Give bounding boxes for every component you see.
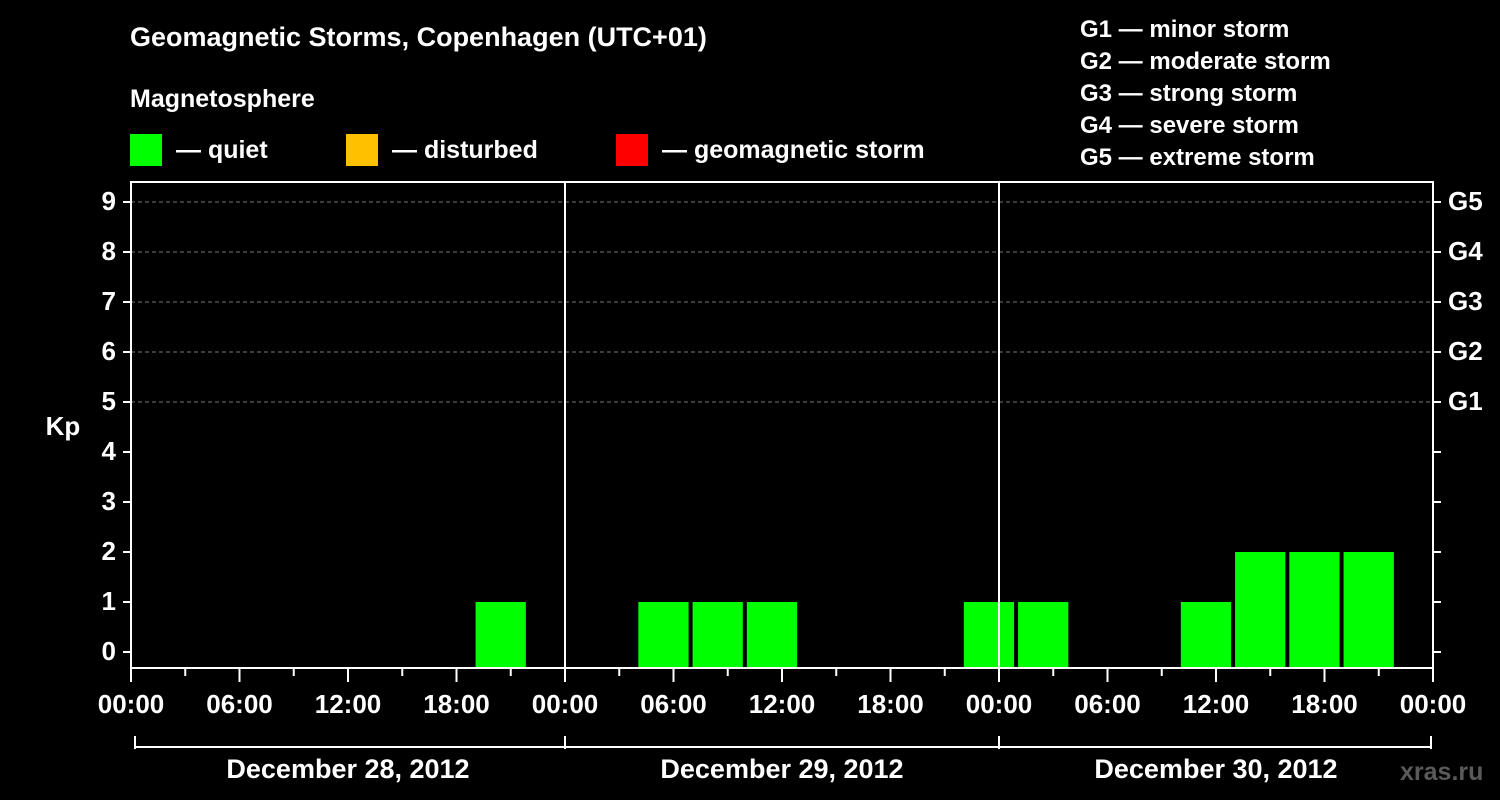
legend-swatch-storm xyxy=(616,134,648,166)
day-label-2: December 30, 2012 xyxy=(1094,754,1337,784)
legend-title: Magnetosphere xyxy=(130,85,315,113)
kp-bar-5 xyxy=(1018,602,1069,668)
kp-bar-8 xyxy=(1289,552,1340,668)
x-tick-label-1: 06:00 xyxy=(206,689,273,719)
y-tick-label-3: 3 xyxy=(102,486,116,516)
x-tick-label-6: 12:00 xyxy=(749,689,816,719)
g-level-legend: G1 — minor storm G2 — moderate storm G3 … xyxy=(1080,14,1331,174)
x-tick-label-4: 00:00 xyxy=(532,689,599,719)
legend-swatch-quiet xyxy=(130,134,162,166)
y-tick-label-9: 9 xyxy=(102,186,116,216)
legend-item-quiet: — quiet xyxy=(130,133,268,167)
y-tick-label-7: 7 xyxy=(102,286,116,316)
x-tick-label-8: 00:00 xyxy=(966,689,1033,719)
g-level-g2: G2 — moderate storm xyxy=(1080,48,1331,75)
legend-label-quiet: — quiet xyxy=(176,135,268,164)
day-label-0: December 28, 2012 xyxy=(226,754,469,784)
kp-bar-9 xyxy=(1343,552,1394,668)
g-scale-label-g3: G3 xyxy=(1448,286,1483,316)
legend-item-disturbed: — disturbed xyxy=(346,133,538,167)
x-tick-label-9: 06:00 xyxy=(1074,689,1141,719)
x-tick-label-11: 18:00 xyxy=(1291,689,1358,719)
g-scale-label-g5: G5 xyxy=(1448,186,1483,216)
g-level-g5: G5 — extreme storm xyxy=(1080,144,1315,171)
g-level-g3: G3 — strong storm xyxy=(1080,80,1298,107)
watermark: xras.ru xyxy=(1400,758,1484,786)
y-tick-label-5: 5 xyxy=(102,386,116,416)
legend-label-storm: — geomagnetic storm xyxy=(662,135,925,164)
kp-bar-4 xyxy=(963,602,1015,668)
y-tick-label-6: 6 xyxy=(102,336,116,366)
kp-bar-0 xyxy=(475,602,526,668)
legend-label-disturbed: — disturbed xyxy=(392,135,538,164)
g-scale-label-g1: G1 xyxy=(1448,386,1483,416)
kp-bar-2 xyxy=(692,602,743,668)
x-tick-label-0: 00:00 xyxy=(98,689,165,719)
x-tick-label-7: 18:00 xyxy=(857,689,924,719)
kp-bar-3 xyxy=(746,602,798,668)
legend-swatch-disturbed xyxy=(346,134,378,166)
kp-bar-7 xyxy=(1235,552,1286,668)
g-scale-label-g2: G2 xyxy=(1448,336,1483,366)
y-tick-label-0: 0 xyxy=(102,636,116,666)
kp-bar-1 xyxy=(638,602,689,668)
chart-title: Geomagnetic Storms, Copenhagen (UTC+01) xyxy=(130,22,707,52)
g-level-g1: G1 — minor storm xyxy=(1080,16,1290,43)
legend-item-storm: — geomagnetic storm xyxy=(616,133,925,167)
day-label-1: December 29, 2012 xyxy=(660,754,903,784)
y-tick-label-2: 2 xyxy=(102,536,116,566)
x-tick-label-12: 00:00 xyxy=(1400,689,1467,719)
y-tick-label-1: 1 xyxy=(102,586,116,616)
x-tick-label-2: 12:00 xyxy=(315,689,382,719)
g-scale-label-g4: G4 xyxy=(1448,236,1483,266)
y-tick-label-4: 4 xyxy=(102,436,117,466)
g-level-g4: G4 — severe storm xyxy=(1080,112,1299,139)
x-tick-label-10: 12:00 xyxy=(1183,689,1250,719)
x-tick-label-5: 06:00 xyxy=(640,689,707,719)
y-axis-label: Kp xyxy=(46,411,81,441)
y-tick-label-8: 8 xyxy=(102,236,116,266)
kp-bar-6 xyxy=(1180,602,1232,668)
x-tick-label-3: 18:00 xyxy=(423,689,490,719)
